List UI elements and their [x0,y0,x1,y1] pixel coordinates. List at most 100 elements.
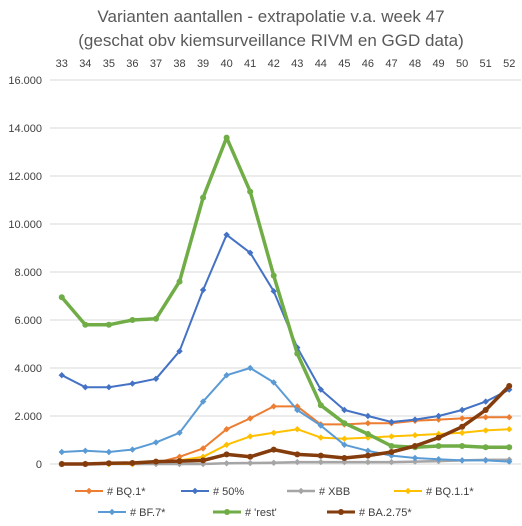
data-point [317,434,325,441]
x-tick-label: 40 [221,58,233,70]
legend-entry: # 'rest' [213,507,277,519]
x-tick-label: 50 [456,58,468,70]
data-point [176,278,183,285]
data-point [341,420,348,427]
data-point [317,422,325,429]
data-point [388,418,395,426]
chart-title-line-1: Varianten aantallen - extrapolatie v.a. … [97,7,444,26]
data-point [341,455,348,461]
series-line [60,135,510,449]
y-tick-label: 0 [36,459,42,471]
x-tick-label: 42 [268,58,280,70]
legend-entry: # BA.2.75* [327,507,412,519]
data-point [270,272,277,279]
data-point [82,321,89,328]
data-point [458,415,466,422]
x-tick-label: 37 [150,58,162,70]
data-point [176,458,183,465]
data-point [482,414,489,421]
data-point [364,412,372,420]
legend-label: # BF.7* [130,507,166,519]
data-point [294,350,301,357]
data-point [58,294,65,301]
legend-label: # BA.2.75* [359,507,412,519]
axis-layer: 0 2.000 4.000 6.000 8.000 10.000 12.000 14.000 1… [8,58,515,471]
data-point [176,453,183,460]
legend: # BQ.1* # 50% # XBB # BQ.1.1* # BF.7* # 'rest… [75,486,474,519]
legend-marker [108,508,116,516]
data-point [246,433,254,440]
legend-marker [85,487,93,495]
data-point [341,441,348,448]
legend-marker [297,487,305,495]
data-point [223,231,230,238]
data-point [176,348,183,355]
x-tick-label: 35 [103,58,115,70]
x-tick-label: 51 [480,58,492,70]
data-point [458,457,466,464]
data-point [58,448,65,456]
y-tick-label: 10.000 [8,219,42,231]
data-point [105,460,112,467]
data-point [129,446,136,453]
x-tick-label: 45 [338,58,350,70]
data-point [294,406,301,414]
data-point [270,429,277,436]
data-point [435,412,442,420]
legend-label: # 'rest' [245,507,277,519]
data-point [199,286,207,294]
data-point [506,444,513,451]
data-point [388,449,395,455]
data-point [58,461,65,467]
y-tick-label: 6.000 [14,315,42,327]
data-point [152,375,160,382]
series-line [61,233,510,423]
x-tick-label: 47 [385,58,397,70]
legend-marker [338,509,344,515]
data-point [200,457,207,464]
legend-marker [191,487,199,495]
legend-entry: # XBB [287,486,350,498]
data-point [270,459,277,466]
data-point [294,458,301,466]
data-point [270,379,277,386]
data-point [246,364,254,372]
x-tick-label: 46 [362,58,374,70]
data-point [364,447,372,454]
data-point [482,444,489,451]
data-point [82,461,89,467]
data-point [506,426,513,433]
data-point [105,384,113,391]
data-point [388,458,395,466]
data-point [506,458,513,465]
x-tick-label: 34 [79,58,91,70]
data-point [411,432,419,439]
data-point [246,459,254,467]
x-tick-label: 49 [432,58,444,70]
x-tick-label: 44 [315,58,327,70]
data-point [152,315,159,322]
data-point [459,443,466,449]
legend-entry: # BF.7* [98,507,166,519]
data-point [482,407,489,413]
data-point [317,452,324,459]
data-point [223,426,230,433]
x-tick-label: 43 [291,58,303,70]
series-line [61,367,510,463]
legend-marker [404,487,412,495]
series-group [58,383,513,467]
data-point [364,458,372,466]
data-point [223,451,230,458]
x-tick-label: 36 [126,58,138,70]
data-point [105,321,112,328]
x-tick-label: 33 [56,58,68,70]
data-point [482,398,489,405]
data-point [411,454,419,462]
chart-title-line-2: (geschat obv kiemsurveillance RIVM en GG… [78,31,464,50]
legend-entry: # BQ.1* [75,486,146,498]
data-point [411,458,419,465]
data-point [152,458,159,465]
data-point [411,416,419,423]
